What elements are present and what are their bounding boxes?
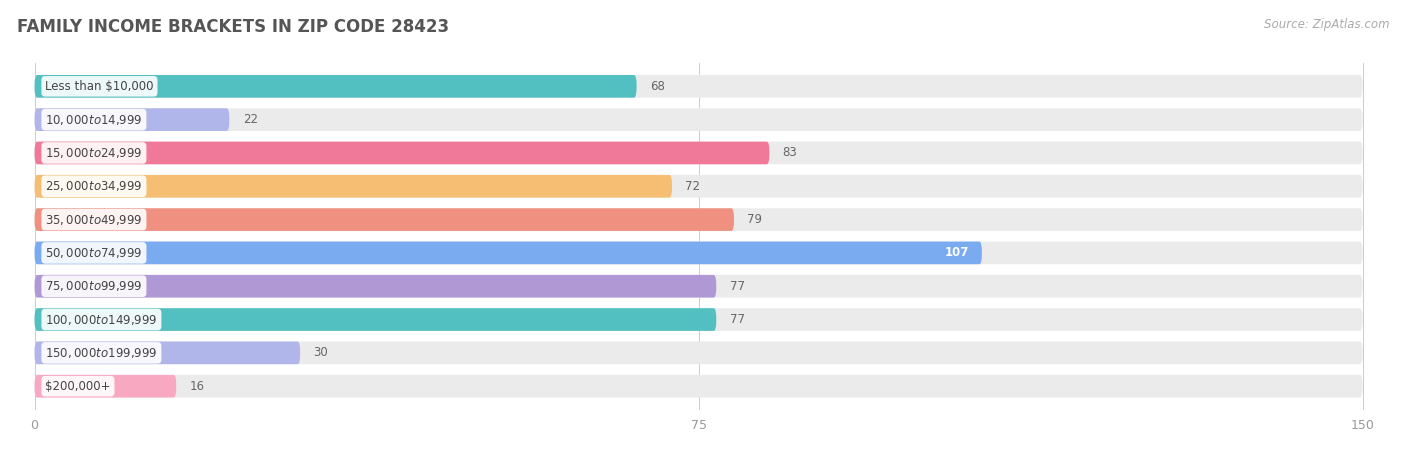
Text: Source: ZipAtlas.com: Source: ZipAtlas.com [1264, 18, 1389, 31]
FancyBboxPatch shape [35, 108, 1362, 131]
FancyBboxPatch shape [35, 175, 672, 198]
FancyBboxPatch shape [35, 275, 1362, 297]
Text: 72: 72 [685, 180, 700, 193]
Text: $10,000 to $14,999: $10,000 to $14,999 [45, 112, 142, 126]
Text: FAMILY INCOME BRACKETS IN ZIP CODE 28423: FAMILY INCOME BRACKETS IN ZIP CODE 28423 [17, 18, 449, 36]
Text: $150,000 to $199,999: $150,000 to $199,999 [45, 346, 157, 360]
FancyBboxPatch shape [35, 342, 1362, 364]
Text: $25,000 to $34,999: $25,000 to $34,999 [45, 179, 142, 193]
FancyBboxPatch shape [35, 142, 769, 164]
FancyBboxPatch shape [35, 275, 716, 297]
FancyBboxPatch shape [35, 308, 716, 331]
FancyBboxPatch shape [35, 75, 637, 98]
Text: 77: 77 [730, 280, 745, 293]
Text: $200,000+: $200,000+ [45, 380, 111, 393]
FancyBboxPatch shape [35, 242, 1362, 264]
FancyBboxPatch shape [35, 75, 1362, 98]
Text: 16: 16 [190, 380, 204, 393]
FancyBboxPatch shape [35, 108, 229, 131]
FancyBboxPatch shape [35, 375, 176, 397]
Text: 30: 30 [314, 346, 328, 360]
Text: Less than $10,000: Less than $10,000 [45, 80, 153, 93]
Text: $15,000 to $24,999: $15,000 to $24,999 [45, 146, 142, 160]
Text: $35,000 to $49,999: $35,000 to $49,999 [45, 212, 142, 227]
Text: 83: 83 [783, 146, 797, 159]
FancyBboxPatch shape [35, 175, 1362, 198]
Text: 77: 77 [730, 313, 745, 326]
Text: $75,000 to $99,999: $75,000 to $99,999 [45, 279, 142, 293]
FancyBboxPatch shape [35, 142, 1362, 164]
Text: $100,000 to $149,999: $100,000 to $149,999 [45, 313, 157, 327]
Text: 107: 107 [945, 247, 969, 259]
FancyBboxPatch shape [35, 208, 734, 231]
FancyBboxPatch shape [35, 342, 299, 364]
FancyBboxPatch shape [35, 208, 1362, 231]
Text: $50,000 to $74,999: $50,000 to $74,999 [45, 246, 142, 260]
Text: 22: 22 [243, 113, 257, 126]
Text: 68: 68 [650, 80, 665, 93]
Text: 79: 79 [747, 213, 762, 226]
FancyBboxPatch shape [35, 375, 1362, 397]
FancyBboxPatch shape [35, 242, 981, 264]
FancyBboxPatch shape [35, 308, 1362, 331]
